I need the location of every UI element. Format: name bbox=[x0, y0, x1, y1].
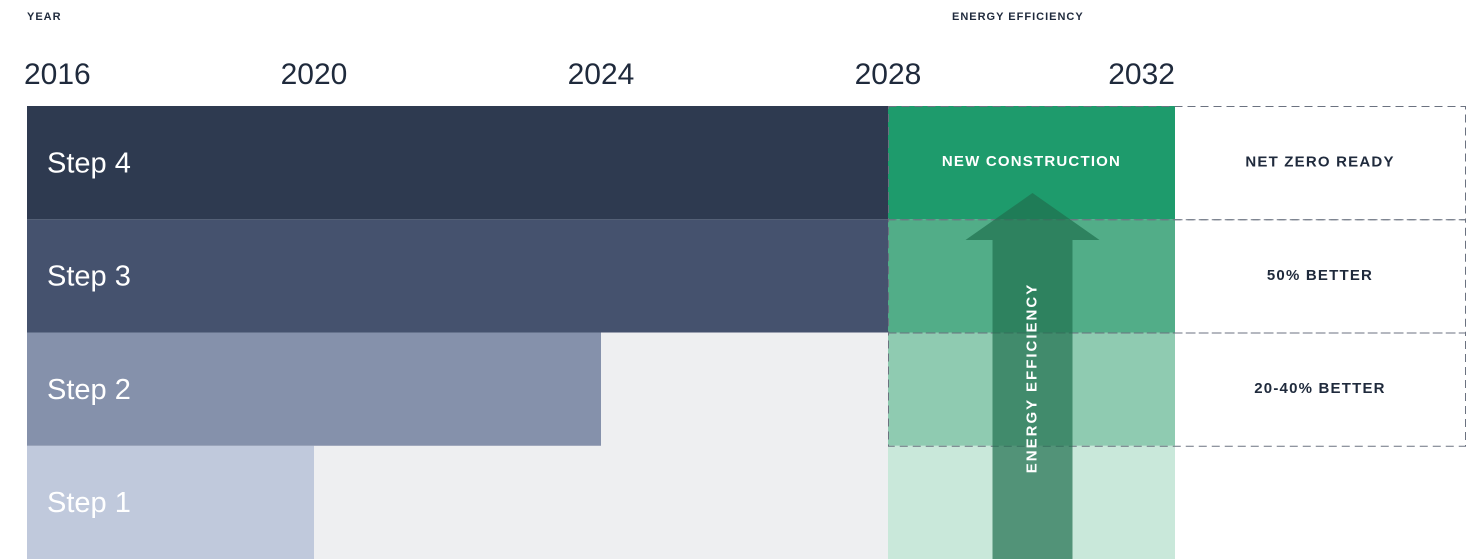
bar bbox=[27, 332, 601, 446]
category-label: Step 3 bbox=[47, 261, 131, 293]
target-label: 50% BETTER bbox=[1267, 267, 1373, 284]
arrow-label: ENERGY EFFICIENCY bbox=[1023, 283, 1040, 473]
category-label: Step 4 bbox=[47, 147, 131, 179]
x-tick-label: 2016 bbox=[24, 58, 91, 91]
x-tick-label: 2028 bbox=[855, 58, 922, 91]
x-axis-label: YEAR bbox=[27, 11, 62, 23]
efficiency-label: ENERGY EFFICIENCY bbox=[952, 11, 1084, 23]
efficiency-arrow bbox=[965, 193, 1100, 559]
x-tick-label: 2032 bbox=[1108, 58, 1175, 91]
category-label: Step 2 bbox=[47, 374, 131, 406]
bar bbox=[27, 445, 314, 559]
bar bbox=[27, 106, 888, 220]
target-box bbox=[888, 106, 1466, 221]
target-label: 20-40% BETTER bbox=[1254, 380, 1385, 397]
x-tick-label: 2024 bbox=[568, 58, 635, 91]
target-label: NET ZERO READY bbox=[1245, 154, 1394, 171]
bar bbox=[27, 219, 888, 333]
x-tick-label: 2020 bbox=[281, 58, 348, 91]
category-label: Step 1 bbox=[47, 487, 131, 519]
column-label: NEW CONSTRUCTION bbox=[942, 153, 1121, 170]
